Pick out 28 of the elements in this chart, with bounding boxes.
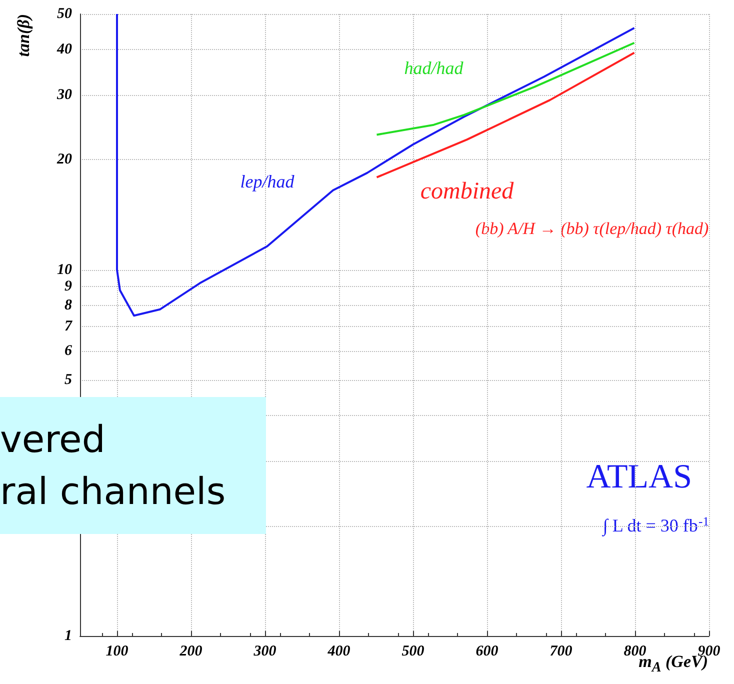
y-tick-label: 7	[64, 318, 72, 335]
line-series	[376, 52, 636, 178]
y-tick-label: 5	[64, 372, 72, 388]
y-tick-label: 9	[64, 278, 72, 295]
annotation: ATLAS	[586, 458, 692, 496]
line-series	[376, 42, 636, 136]
x-tick-label: 100	[106, 644, 129, 660]
annotation: (bb) A/H → (bb) τ(lep/had) τ(had)	[475, 219, 710, 238]
x-tick-label: 700	[550, 644, 573, 660]
series-label: combined	[420, 178, 515, 205]
x-tick-label: 500	[402, 644, 425, 660]
y-tick-label: 1	[64, 628, 72, 644]
x-tick-label: 300	[252, 644, 277, 660]
series-label: lep/had	[240, 171, 296, 192]
annotation: ral channels	[0, 468, 226, 514]
annotation: vered	[0, 416, 106, 462]
y-tick-label: 30	[56, 87, 72, 104]
series-label: had/had	[404, 58, 464, 78]
y-tick-label: 20	[56, 152, 72, 168]
y-tick-label: 10	[57, 262, 72, 278]
y-tick-label: 8	[64, 297, 72, 314]
y-tick-label: 40	[56, 41, 72, 58]
x-tick-label: 600	[476, 644, 499, 660]
x-tick-label: 200	[178, 644, 203, 660]
y-tick-label: 50	[57, 6, 72, 22]
y-tick-label: 6	[64, 343, 72, 360]
x-tick-label: 400	[326, 644, 351, 660]
y-axis-title: tan(β)	[14, 14, 33, 57]
